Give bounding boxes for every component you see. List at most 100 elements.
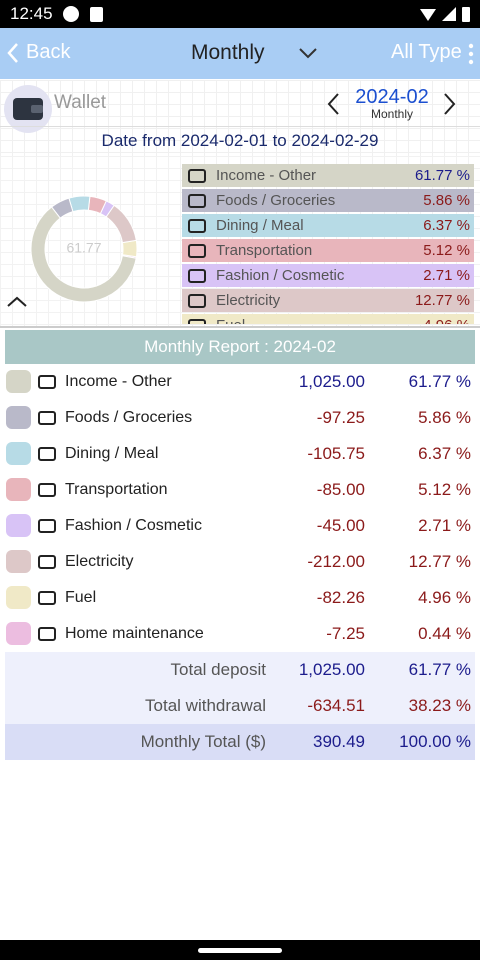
donut-segment bbox=[87, 195, 107, 215]
category-icon bbox=[38, 519, 56, 533]
report-row: Fuel -82.26 4.96 % bbox=[5, 580, 475, 616]
amount: -85.00 bbox=[316, 480, 365, 499]
period-selector[interactable]: Monthly bbox=[191, 41, 265, 64]
wallet-icon[interactable] bbox=[3, 84, 53, 134]
report-row: Foods / Groceries -97.25 5.86 % bbox=[5, 400, 475, 436]
category-name: Fuel bbox=[65, 589, 97, 606]
icon-shape bbox=[188, 244, 206, 258]
category-name: Income - Other bbox=[65, 373, 172, 390]
donut-segment bbox=[121, 239, 138, 258]
legend-name: Income - Other bbox=[216, 167, 317, 184]
percent: 0.44 % bbox=[418, 624, 471, 643]
back-arrow[interactable] bbox=[6, 42, 20, 64]
color-swatch bbox=[6, 370, 31, 393]
icon-shape bbox=[188, 269, 206, 283]
donut-chart: 61.77 bbox=[7, 195, 138, 307]
total-amount: -634.51 bbox=[307, 696, 365, 715]
legend-name: Electricity bbox=[216, 292, 281, 309]
legend-item: Dining / Meal 6.37 % bbox=[182, 214, 474, 237]
total-row: Total withdrawal -634.51 38.23 % bbox=[5, 688, 475, 724]
color-swatch bbox=[6, 622, 31, 645]
amount: -97.25 bbox=[316, 408, 365, 427]
period: 2024-02 bbox=[355, 86, 429, 108]
percent: 5.12 % bbox=[418, 480, 471, 499]
color-swatch bbox=[6, 478, 31, 501]
donut-segment bbox=[68, 195, 91, 213]
amount: -45.00 bbox=[316, 516, 365, 535]
legend-item: Fashion / Cosmetic 2.71 % bbox=[182, 264, 474, 287]
total-percent: 38.23 % bbox=[408, 696, 471, 715]
legend-icon bbox=[188, 269, 206, 283]
report-row: Home maintenance -7.25 0.44 % bbox=[5, 616, 475, 652]
total-amount: 1,025.00 bbox=[298, 660, 365, 679]
amount: 1,025.00 bbox=[298, 372, 365, 391]
icon-shape bbox=[38, 627, 56, 641]
category-icon bbox=[38, 447, 56, 461]
icon-shape bbox=[188, 169, 206, 183]
color-swatch bbox=[6, 442, 31, 465]
clock: 12:45 bbox=[10, 4, 53, 23]
donut-segment bbox=[30, 206, 137, 303]
legend-item: Income - Other 61.77 % bbox=[182, 164, 474, 187]
center-label: 61.77 bbox=[66, 240, 101, 256]
dropdown-arrow[interactable] bbox=[298, 46, 318, 60]
icon-shape bbox=[188, 194, 206, 208]
legend-icon bbox=[188, 244, 206, 258]
icon-shape bbox=[38, 447, 56, 461]
total-row: Total deposit 1,025.00 61.77 % bbox=[5, 652, 475, 688]
chart-legend: Income - Other 61.77 % Foods / Groceries 5.… bbox=[182, 164, 474, 324]
amount: -7.25 bbox=[326, 624, 365, 643]
icon-shape bbox=[38, 519, 56, 533]
color-swatch bbox=[6, 550, 31, 573]
nav-bar bbox=[0, 940, 480, 960]
percent: 4.96 % bbox=[418, 588, 471, 607]
total-label: Total deposit bbox=[170, 660, 266, 679]
percent: 2.71 % bbox=[418, 516, 471, 535]
report-row: Dining / Meal -105.75 6.37 % bbox=[5, 436, 475, 472]
legend-icon bbox=[188, 294, 206, 308]
legend-percent: 5.86 % bbox=[423, 192, 470, 209]
percent: 6.37 % bbox=[418, 444, 471, 463]
next-period[interactable] bbox=[441, 92, 457, 116]
home-handle[interactable] bbox=[198, 948, 282, 953]
icon-shape bbox=[188, 294, 206, 308]
category-name: Home maintenance bbox=[65, 625, 204, 642]
color-swatch bbox=[6, 406, 31, 429]
legend-item: Foods / Groceries 5.86 % bbox=[182, 189, 474, 212]
total-amount: 390.49 bbox=[313, 732, 365, 751]
icon-shape bbox=[38, 483, 56, 497]
color-swatch bbox=[6, 586, 31, 609]
total-percent: 100.00 % bbox=[399, 732, 471, 751]
menu[interactable] bbox=[467, 43, 475, 65]
donut-segment bbox=[105, 204, 137, 244]
report-row: Income - Other 1,025.00 61.77 % bbox=[5, 364, 475, 400]
total-row: Monthly Total ($) 390.49 100.00 % bbox=[5, 724, 475, 760]
legend-icon bbox=[188, 169, 206, 183]
percent: 61.77 % bbox=[408, 372, 471, 391]
chart-panel: 61.77 Income - Other 61.77 % Foods / Groce… bbox=[0, 156, 480, 328]
back-button[interactable]: Back bbox=[26, 41, 71, 63]
icon-shape bbox=[38, 591, 56, 605]
amount: -105.75 bbox=[307, 444, 365, 463]
legend-percent: 12.77 % bbox=[414, 292, 470, 309]
report-title: Monthly Report : 2024-02 bbox=[5, 330, 475, 364]
legend-name: Fuel bbox=[216, 314, 245, 324]
period-type: Monthly bbox=[370, 107, 414, 121]
prev-period[interactable] bbox=[326, 92, 342, 116]
color-swatch bbox=[6, 514, 31, 537]
legend-name: Fashion / Cosmetic bbox=[216, 267, 345, 284]
legend-percent: 5.12 % bbox=[423, 242, 470, 259]
category-icon bbox=[38, 483, 56, 497]
wallet-name[interactable]: Wallet bbox=[54, 92, 107, 113]
category-name: Transportation bbox=[65, 481, 168, 498]
collapse-button[interactable] bbox=[7, 296, 27, 307]
category-name: Foods / Groceries bbox=[65, 409, 193, 426]
type-filter[interactable]: All Type bbox=[391, 41, 462, 63]
legend-percent: 2.71 % bbox=[423, 267, 470, 284]
percent: 12.77 % bbox=[408, 552, 471, 571]
total-label: Monthly Total ($) bbox=[140, 732, 266, 751]
icon-shape bbox=[188, 219, 206, 233]
legend-percent: 4.96 % bbox=[423, 314, 470, 324]
report-totals: Total deposit 1,025.00 61.77 % Total withdr… bbox=[5, 652, 475, 760]
legend-item: Electricity 12.77 % bbox=[182, 289, 474, 312]
